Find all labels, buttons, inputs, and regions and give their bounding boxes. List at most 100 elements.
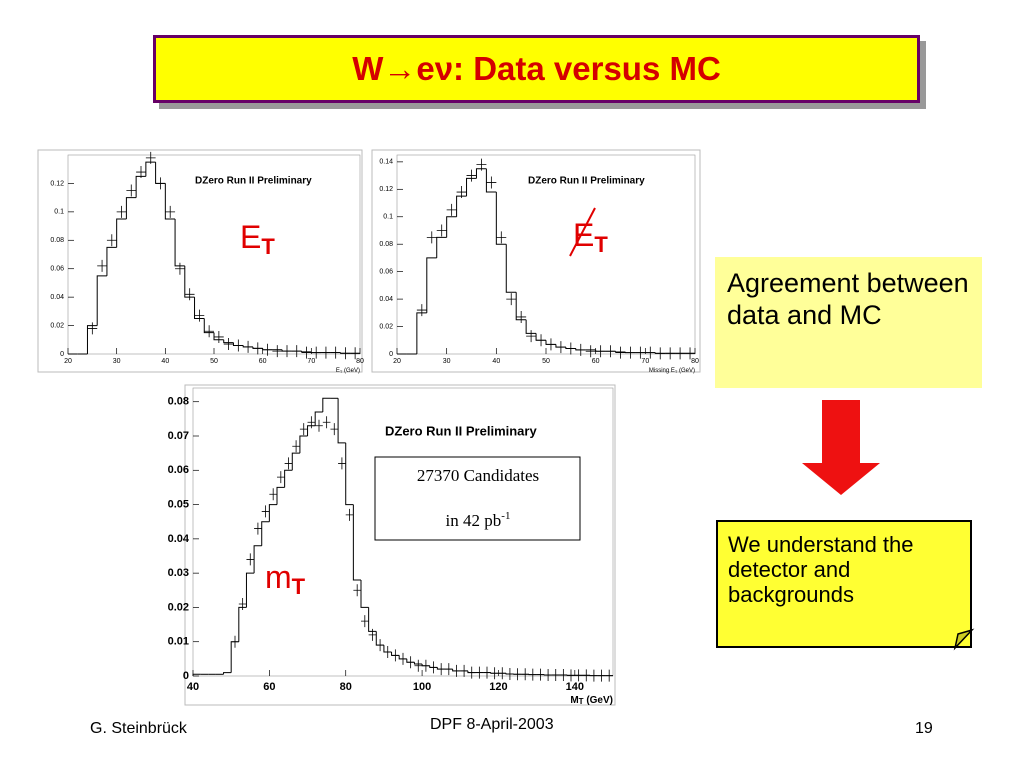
data-point — [675, 347, 686, 360]
data-point — [97, 259, 107, 272]
data-point — [301, 346, 312, 359]
x-tick-label: 30 — [443, 358, 451, 365]
x-label-sub: T — [340, 369, 343, 374]
data-point — [406, 656, 415, 669]
data-point — [291, 345, 302, 358]
data-point — [490, 667, 499, 680]
histogram-bin — [184, 265, 195, 298]
histogram-bin — [525, 319, 537, 334]
histogram-bin — [223, 672, 232, 675]
data-point — [87, 322, 98, 335]
data-point — [456, 186, 467, 199]
data-point — [204, 325, 214, 338]
data-point — [597, 669, 606, 682]
data-point — [513, 668, 522, 681]
data-point — [311, 346, 322, 359]
data-point — [330, 423, 339, 436]
down-arrow — [802, 400, 880, 495]
quantity-label: ET — [573, 217, 608, 256]
data-point — [340, 347, 351, 360]
x-tick-label: 60 — [259, 358, 267, 365]
data-point — [452, 664, 461, 677]
data-point — [460, 664, 468, 677]
x-label-main: E — [336, 368, 340, 374]
histogram-bin — [238, 606, 247, 642]
y-tick-label: 0.04 — [379, 296, 393, 303]
data-point — [426, 231, 437, 244]
plot-caption: DZero Run II Preliminary — [385, 423, 537, 438]
histogram-bin — [86, 325, 98, 354]
x-label-unit: (GeV) — [342, 368, 360, 374]
data-point — [625, 346, 636, 359]
data-point — [582, 669, 591, 682]
y-tick-label: 0.1 — [383, 214, 393, 221]
data-point — [282, 345, 292, 358]
data-point — [476, 158, 487, 171]
data-point — [446, 203, 457, 216]
data-point — [551, 668, 560, 681]
data-point — [136, 166, 146, 179]
quantity-sub: T — [594, 232, 608, 257]
y-tick-label: 0.06 — [50, 266, 64, 273]
histogram-bin — [314, 411, 323, 426]
data-point — [175, 262, 185, 275]
histogram-bin — [268, 504, 277, 522]
data-point — [269, 488, 277, 501]
x-tick-label: 40 — [187, 681, 199, 693]
data-point — [145, 151, 156, 164]
candidates-box — [374, 456, 581, 541]
data-point — [429, 661, 438, 674]
x-tick-label: 70 — [307, 358, 315, 365]
x-label-unit: (GeV) — [584, 695, 613, 706]
data-point — [685, 347, 695, 360]
x-tick-label: 60 — [263, 681, 275, 693]
data-point — [486, 176, 497, 189]
data-point — [529, 668, 537, 681]
x-tick-label: 80 — [340, 681, 352, 693]
data-point — [605, 669, 613, 682]
conclusion-note: We understand the detector and backgroun… — [716, 520, 972, 648]
plot-caption: DZero Run II Preliminary — [195, 176, 312, 187]
data-point — [233, 339, 244, 352]
data-point — [307, 416, 316, 429]
data-point — [261, 505, 270, 518]
plot-caption: DZero Run II Preliminary — [528, 176, 645, 187]
histogram-bin — [194, 297, 205, 319]
x-tick-label: 40 — [492, 358, 500, 365]
histogram-bin — [475, 168, 487, 179]
x-label-unit: (GeV) — [677, 368, 695, 374]
data-point — [635, 346, 646, 359]
y-tick-label: 0.02 — [50, 322, 64, 329]
y-tick-label: 0.02 — [379, 323, 393, 330]
histogram-bin — [426, 257, 437, 313]
missing-slash — [569, 207, 596, 257]
x-tick-label: 30 — [113, 358, 121, 365]
histogram-bin — [360, 580, 369, 608]
data-point — [516, 310, 527, 323]
x-tick-label: 100 — [413, 681, 431, 693]
note-fold — [953, 628, 975, 651]
data-point — [292, 440, 300, 453]
histogram-bin — [322, 397, 331, 412]
data-point — [238, 598, 247, 610]
data-point — [565, 342, 576, 355]
histogram-bin — [446, 216, 457, 238]
data-point — [555, 341, 566, 354]
data-point — [330, 346, 341, 359]
data-point — [184, 288, 195, 301]
x-label-sub: T — [579, 697, 584, 706]
data-point — [437, 663, 445, 676]
data-point — [368, 628, 377, 641]
data-point — [506, 667, 514, 680]
data-point — [466, 169, 477, 182]
x-tick-label: 60 — [592, 358, 600, 365]
data-point — [445, 663, 453, 676]
data-point — [506, 293, 517, 306]
data-point — [590, 669, 598, 682]
x-axis-label: ET (GeV) — [336, 368, 360, 374]
data-point — [414, 659, 423, 672]
x-axis-label: Missing ET (GeV) — [649, 368, 695, 374]
y-tick-label: 0 — [183, 670, 189, 682]
x-axis-label: MT (GeV) — [570, 695, 613, 706]
